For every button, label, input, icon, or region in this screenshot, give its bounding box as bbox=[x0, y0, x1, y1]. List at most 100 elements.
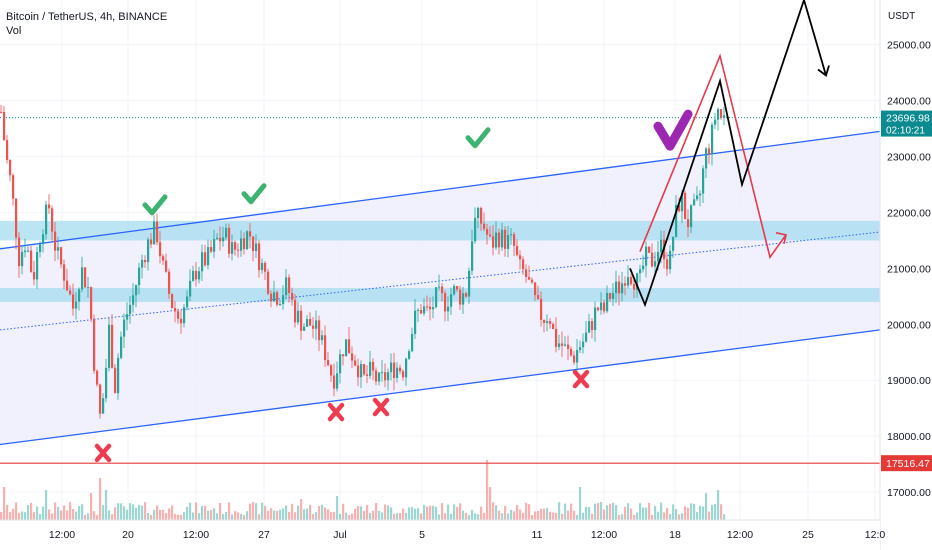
volume-bar bbox=[150, 514, 153, 520]
volume-bar bbox=[51, 513, 54, 520]
volume-bar bbox=[603, 509, 606, 520]
volume-bar bbox=[129, 503, 132, 520]
candle-body bbox=[12, 175, 15, 199]
volume-bar bbox=[657, 511, 660, 520]
volume-label[interactable]: Vol bbox=[6, 25, 22, 37]
x-tick-label: 25 bbox=[802, 529, 814, 541]
volume-bar bbox=[309, 504, 312, 520]
volume-bar bbox=[204, 505, 207, 520]
black-arrowhead bbox=[817, 65, 830, 77]
candle-body bbox=[168, 271, 171, 294]
volume-bar bbox=[327, 509, 330, 520]
candle-body bbox=[360, 364, 363, 378]
candle-body bbox=[366, 374, 369, 376]
volume-bar bbox=[441, 503, 444, 520]
volume-bar bbox=[378, 511, 381, 520]
candle-body bbox=[333, 375, 336, 389]
volume-bar bbox=[147, 512, 150, 520]
volume-bar bbox=[63, 505, 66, 520]
candle-body bbox=[129, 304, 132, 315]
volume-bar bbox=[450, 513, 453, 520]
volume-bar bbox=[522, 512, 525, 520]
candle-body bbox=[582, 341, 585, 348]
volume-bar bbox=[120, 503, 123, 520]
volume-bar bbox=[306, 508, 309, 520]
support-price-label: 17516.47 bbox=[886, 458, 930, 470]
volume-bar bbox=[168, 508, 171, 520]
candle-body bbox=[66, 280, 69, 291]
candle-body bbox=[351, 353, 354, 361]
volume-bar bbox=[351, 513, 354, 520]
candle-body bbox=[303, 326, 306, 331]
volume-bar bbox=[699, 505, 702, 520]
volume-bar bbox=[318, 506, 321, 520]
candle-body bbox=[237, 249, 240, 251]
candle-body bbox=[18, 237, 21, 267]
check-purple-icon bbox=[653, 109, 693, 151]
candle-body bbox=[93, 318, 96, 371]
candle-body bbox=[672, 236, 675, 251]
candle-body bbox=[255, 243, 258, 252]
volume-bar bbox=[561, 513, 564, 520]
candle-body bbox=[90, 287, 93, 319]
candle-body bbox=[270, 293, 273, 302]
volume-bar bbox=[387, 505, 390, 520]
volume-bar bbox=[666, 507, 669, 520]
volume-bar bbox=[144, 502, 147, 520]
symbol-label[interactable]: Bitcoin / TetherUS, 4h, BINANCE bbox=[6, 11, 168, 23]
volume-bar bbox=[297, 505, 300, 520]
candle-body bbox=[60, 247, 63, 265]
candle-body bbox=[642, 265, 645, 270]
volume-bar bbox=[117, 503, 120, 520]
volume-bar bbox=[21, 511, 24, 520]
candle-body bbox=[267, 271, 270, 294]
volume-bar bbox=[132, 504, 135, 520]
check-icon-2 bbox=[241, 183, 267, 205]
candle-body bbox=[285, 277, 288, 296]
volume-bar bbox=[675, 509, 678, 520]
x-tick-label: 12:00 bbox=[727, 529, 753, 541]
volume-bar bbox=[636, 512, 639, 520]
volume-bar bbox=[102, 505, 105, 520]
volume-bar bbox=[492, 502, 495, 520]
candle-body bbox=[135, 285, 138, 296]
volume-bar bbox=[342, 503, 345, 520]
y-tick-label: 23000.00 bbox=[887, 152, 931, 164]
volume-bar bbox=[240, 513, 243, 520]
candle-body bbox=[87, 287, 90, 289]
volume-bar bbox=[339, 513, 342, 520]
volume-bar bbox=[456, 507, 459, 520]
candle-body bbox=[222, 237, 225, 242]
candle-body bbox=[180, 318, 183, 324]
volume-bar bbox=[345, 512, 348, 520]
candle-body bbox=[519, 255, 522, 260]
candle-body bbox=[276, 292, 279, 305]
volume-bar bbox=[123, 506, 126, 520]
candle-body bbox=[441, 286, 444, 294]
volume-bar bbox=[135, 507, 138, 520]
volume-bar bbox=[681, 513, 684, 520]
candle-body bbox=[681, 192, 684, 212]
candle-body bbox=[720, 109, 723, 118]
candle-body bbox=[603, 302, 606, 312]
candle-body bbox=[123, 319, 126, 337]
candle-body bbox=[684, 192, 687, 220]
candle-body bbox=[273, 292, 276, 302]
volume-bar bbox=[252, 502, 255, 520]
candle-body bbox=[615, 281, 618, 294]
candle-body bbox=[177, 311, 180, 319]
candle-body bbox=[15, 198, 18, 238]
volume-bar bbox=[684, 506, 687, 520]
volume-bar bbox=[558, 502, 561, 520]
x-tick-label: 12:0 bbox=[865, 529, 886, 541]
check-icon-1 bbox=[142, 194, 168, 216]
candle-body bbox=[297, 310, 300, 323]
candle-body bbox=[21, 251, 24, 267]
channel-mid-line bbox=[0, 231, 881, 331]
candle-body bbox=[246, 231, 249, 250]
candle-body bbox=[588, 321, 591, 333]
candle-body bbox=[264, 262, 267, 272]
red-projection-path bbox=[639, 53, 787, 260]
